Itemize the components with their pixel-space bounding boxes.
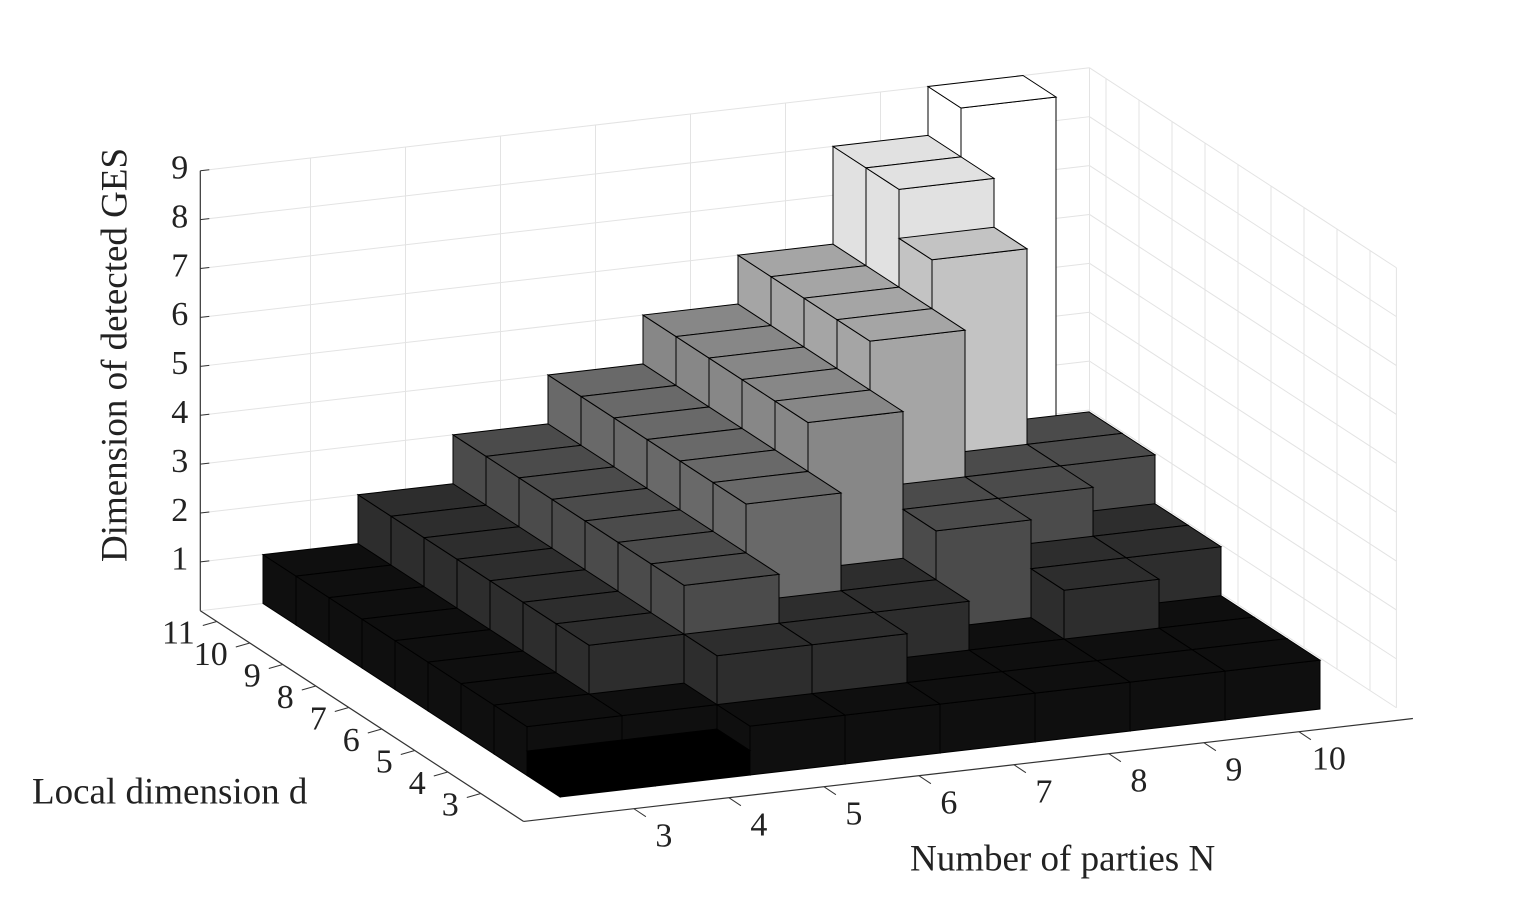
- bar-top: [773, 389, 905, 424]
- x-tick: [918, 775, 932, 785]
- bar: [525, 739, 657, 798]
- bar-top: [492, 693, 624, 728]
- z-tick: [200, 315, 210, 318]
- z-tick: [200, 413, 210, 416]
- x-tick: [1108, 753, 1122, 763]
- y-tick: [301, 685, 316, 691]
- bar-top: [711, 470, 843, 505]
- y-tick-label: 10: [194, 636, 228, 673]
- x-tick: [1013, 764, 1027, 774]
- y-tick-label: 6: [343, 722, 360, 759]
- y-axis-label: Local dimension d: [32, 771, 308, 812]
- z-tick-label: 1: [171, 541, 188, 578]
- grid-line: [1089, 165, 1397, 366]
- z-tick-label: 6: [171, 296, 188, 333]
- x-tick-label: 9: [1225, 751, 1242, 788]
- grid-line: [1089, 262, 1397, 464]
- z-tick-label: 9: [171, 150, 188, 187]
- z-tick-label: 3: [171, 443, 188, 480]
- bar-top: [835, 308, 967, 342]
- y-tick: [235, 642, 250, 648]
- z-tick: [200, 462, 210, 465]
- bar-top: [897, 226, 1029, 261]
- grid-line: [1089, 116, 1397, 318]
- y-tick-label: 4: [409, 765, 426, 802]
- y-axis: [199, 610, 525, 822]
- grid-line: [1089, 214, 1397, 415]
- bar-top: [525, 739, 657, 774]
- x-tick-label: 6: [940, 784, 957, 821]
- x-tick: [1203, 742, 1217, 752]
- bar-top: [554, 612, 686, 646]
- z-tick-label: 8: [171, 198, 188, 235]
- x-tick-label: 10: [1312, 740, 1346, 777]
- y-tick: [367, 728, 382, 734]
- x-tick-label: 5: [845, 795, 862, 832]
- x-tick-label: 3: [655, 817, 672, 854]
- bar-top: [649, 552, 781, 586]
- grid-line: [1089, 311, 1397, 513]
- y-tick: [334, 707, 349, 712]
- y-tick: [268, 664, 283, 669]
- y-tick: [466, 793, 481, 798]
- bar-top: [715, 693, 847, 727]
- x-tick-label: 4: [750, 806, 767, 843]
- z-axis-label: Dimension of detected GES: [94, 148, 135, 562]
- grid-line: [1089, 360, 1397, 562]
- z-tick-label: 7: [171, 247, 188, 284]
- x-tick: [728, 797, 742, 807]
- z-tick: [200, 560, 210, 563]
- z-tick: [200, 267, 210, 270]
- bar-top: [682, 622, 814, 657]
- z-tick-label: 5: [171, 345, 188, 382]
- z-tick: [200, 169, 210, 172]
- bar-top: [864, 156, 996, 190]
- z-tick-label: 2: [171, 492, 188, 529]
- x-tick: [823, 786, 837, 796]
- y-tick-label: 5: [376, 743, 393, 780]
- grid-line: [1089, 67, 1397, 269]
- x-tick-label: 7: [1035, 773, 1052, 810]
- bar-top: [1029, 557, 1161, 591]
- z-tick: [200, 511, 210, 514]
- y-tick: [202, 621, 217, 626]
- y-tick-label: 9: [244, 657, 261, 694]
- x-tick: [633, 808, 647, 818]
- grid-line: [1089, 409, 1397, 611]
- x-axis: [523, 717, 1413, 823]
- x-tick-label: 8: [1130, 762, 1147, 799]
- y-tick-label: 8: [277, 679, 294, 716]
- z-tick-label: 4: [171, 394, 188, 431]
- y-tick-label: 11: [162, 614, 195, 651]
- z-tick: [200, 364, 210, 367]
- y-tick: [400, 750, 415, 755]
- x-tick: [1298, 731, 1312, 741]
- z-tick: [200, 218, 210, 221]
- bar-top: [901, 497, 1033, 532]
- y-tick-label: 3: [442, 786, 459, 823]
- x-axis-label: Number of parties N: [910, 838, 1215, 879]
- bar-top: [926, 74, 1058, 109]
- y-tick: [433, 771, 448, 777]
- y-tick-label: 7: [310, 700, 327, 737]
